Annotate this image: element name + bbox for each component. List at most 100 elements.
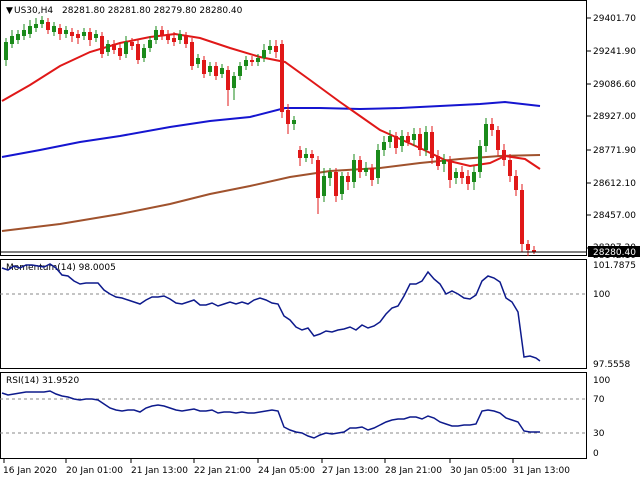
bull-candle: [412, 134, 416, 140]
bull-candle: [52, 26, 56, 32]
bear-candle: [394, 136, 398, 148]
bull-candle: [178, 34, 182, 40]
time-axis: 16 Jan 2020 20 Jan 01:00 21 Jan 13:00 22…: [3, 459, 570, 476]
bear-candle: [160, 30, 164, 36]
bear-candle: [466, 176, 470, 184]
bull-candle: [16, 34, 20, 40]
bear-candle: [526, 244, 530, 250]
bear-candle: [286, 110, 290, 124]
bear-candle: [334, 172, 338, 196]
bull-candle: [22, 30, 26, 36]
rsi-tick: 70: [593, 395, 605, 405]
momentum-label: Momentum(14) 98.0005: [6, 263, 116, 273]
bull-candle: [388, 136, 392, 142]
bull-candle: [352, 160, 356, 182]
bear-candle: [310, 154, 314, 158]
price-tick: 29401.70: [593, 14, 636, 24]
ohlc-label: 28281.80 28281.80 28279.80 28280.40: [62, 6, 243, 16]
bull-candle: [256, 58, 260, 62]
bear-candle: [448, 160, 452, 180]
bull-candle: [478, 146, 482, 172]
bull-candle: [64, 30, 68, 34]
bear-candle: [280, 44, 284, 112]
bear-candle: [118, 48, 122, 56]
bull-candle: [304, 154, 308, 158]
bear-candle: [190, 42, 194, 66]
bear-candle: [346, 176, 350, 182]
rsi-line: [1, 390, 540, 439]
time-tick: 21 Jan 13:00: [131, 466, 188, 476]
triangle-down-icon: ▼: [6, 6, 13, 16]
bull-candle: [10, 36, 14, 44]
bear-candle: [316, 160, 320, 198]
bull-candle: [262, 50, 266, 58]
rsi-tick: 0: [593, 449, 599, 459]
bull-candle: [376, 150, 380, 178]
bull-candle: [454, 172, 458, 178]
ma-mid-line: [1, 100, 541, 158]
bull-candle: [268, 46, 272, 50]
bear-candle: [100, 36, 104, 54]
bear-candle: [496, 130, 500, 150]
bull-candle: [424, 132, 428, 150]
bull-candle: [142, 48, 146, 58]
momentum-tick: 97.5558: [593, 360, 630, 370]
bear-candle: [58, 28, 62, 34]
rsi-tick: 100: [593, 376, 610, 386]
bear-candle: [202, 60, 206, 74]
bear-candle: [532, 250, 536, 252]
bear-candle: [112, 44, 116, 50]
bull-candle: [94, 34, 98, 38]
bull-candle: [322, 176, 326, 196]
price-tick: 29241.90: [593, 47, 636, 57]
bear-candle: [430, 132, 434, 158]
bull-candle: [484, 124, 488, 146]
bull-candle: [340, 176, 344, 194]
bear-candle: [76, 34, 80, 38]
price-tick: 28771.90: [593, 146, 636, 156]
bear-candle: [88, 32, 92, 40]
bear-candle: [70, 32, 74, 36]
bull-candle: [106, 44, 110, 52]
bull-candle: [364, 168, 368, 172]
bear-candle: [46, 22, 50, 30]
bull-candle: [4, 42, 8, 60]
bear-candle: [298, 150, 302, 158]
time-tick: 28 Jan 21:00: [385, 466, 442, 476]
symbol-label: US30,H4: [14, 6, 53, 16]
current-price-badge: [588, 246, 640, 257]
bull-candle: [442, 160, 446, 164]
price-tick: 28457.00: [593, 211, 636, 221]
bear-candle: [184, 36, 188, 44]
bull-candle: [148, 40, 152, 48]
bull-candle: [82, 32, 86, 36]
time-tick: 27 Jan 13:00: [322, 466, 379, 476]
rsi-pane[interactable]: [0, 372, 587, 459]
bull-candle: [220, 68, 224, 74]
price-tick: 28612.10: [593, 179, 636, 189]
bull-candle: [28, 26, 32, 34]
time-tick: 20 Jan 01:00: [66, 466, 123, 476]
bull-candle: [472, 172, 476, 182]
bear-candle: [508, 160, 512, 176]
bull-candle: [40, 20, 44, 24]
time-tick: 22 Jan 21:00: [194, 466, 251, 476]
time-tick: 16 Jan 2020: [3, 466, 57, 476]
bull-candle: [328, 172, 332, 178]
rsi-axis: 100 70 30 0: [593, 376, 610, 459]
bear-candle: [502, 150, 506, 160]
price-tick: 28927.00: [593, 112, 636, 122]
bull-candle: [244, 60, 248, 66]
bear-candle: [358, 160, 362, 172]
bear-candle: [226, 70, 230, 90]
bull-candle: [154, 30, 158, 40]
price-axis: 29401.70 29241.90 29086.60 28927.00 2877…: [587, 14, 640, 261]
momentum-pane[interactable]: [0, 259, 587, 369]
rsi-tick: 30: [593, 429, 605, 439]
current-price-label: 28280.40: [593, 248, 636, 258]
price-tick: 29086.60: [593, 80, 636, 90]
bear-candle: [214, 66, 218, 76]
bull-candle: [196, 58, 200, 64]
bull-candle: [382, 142, 386, 150]
